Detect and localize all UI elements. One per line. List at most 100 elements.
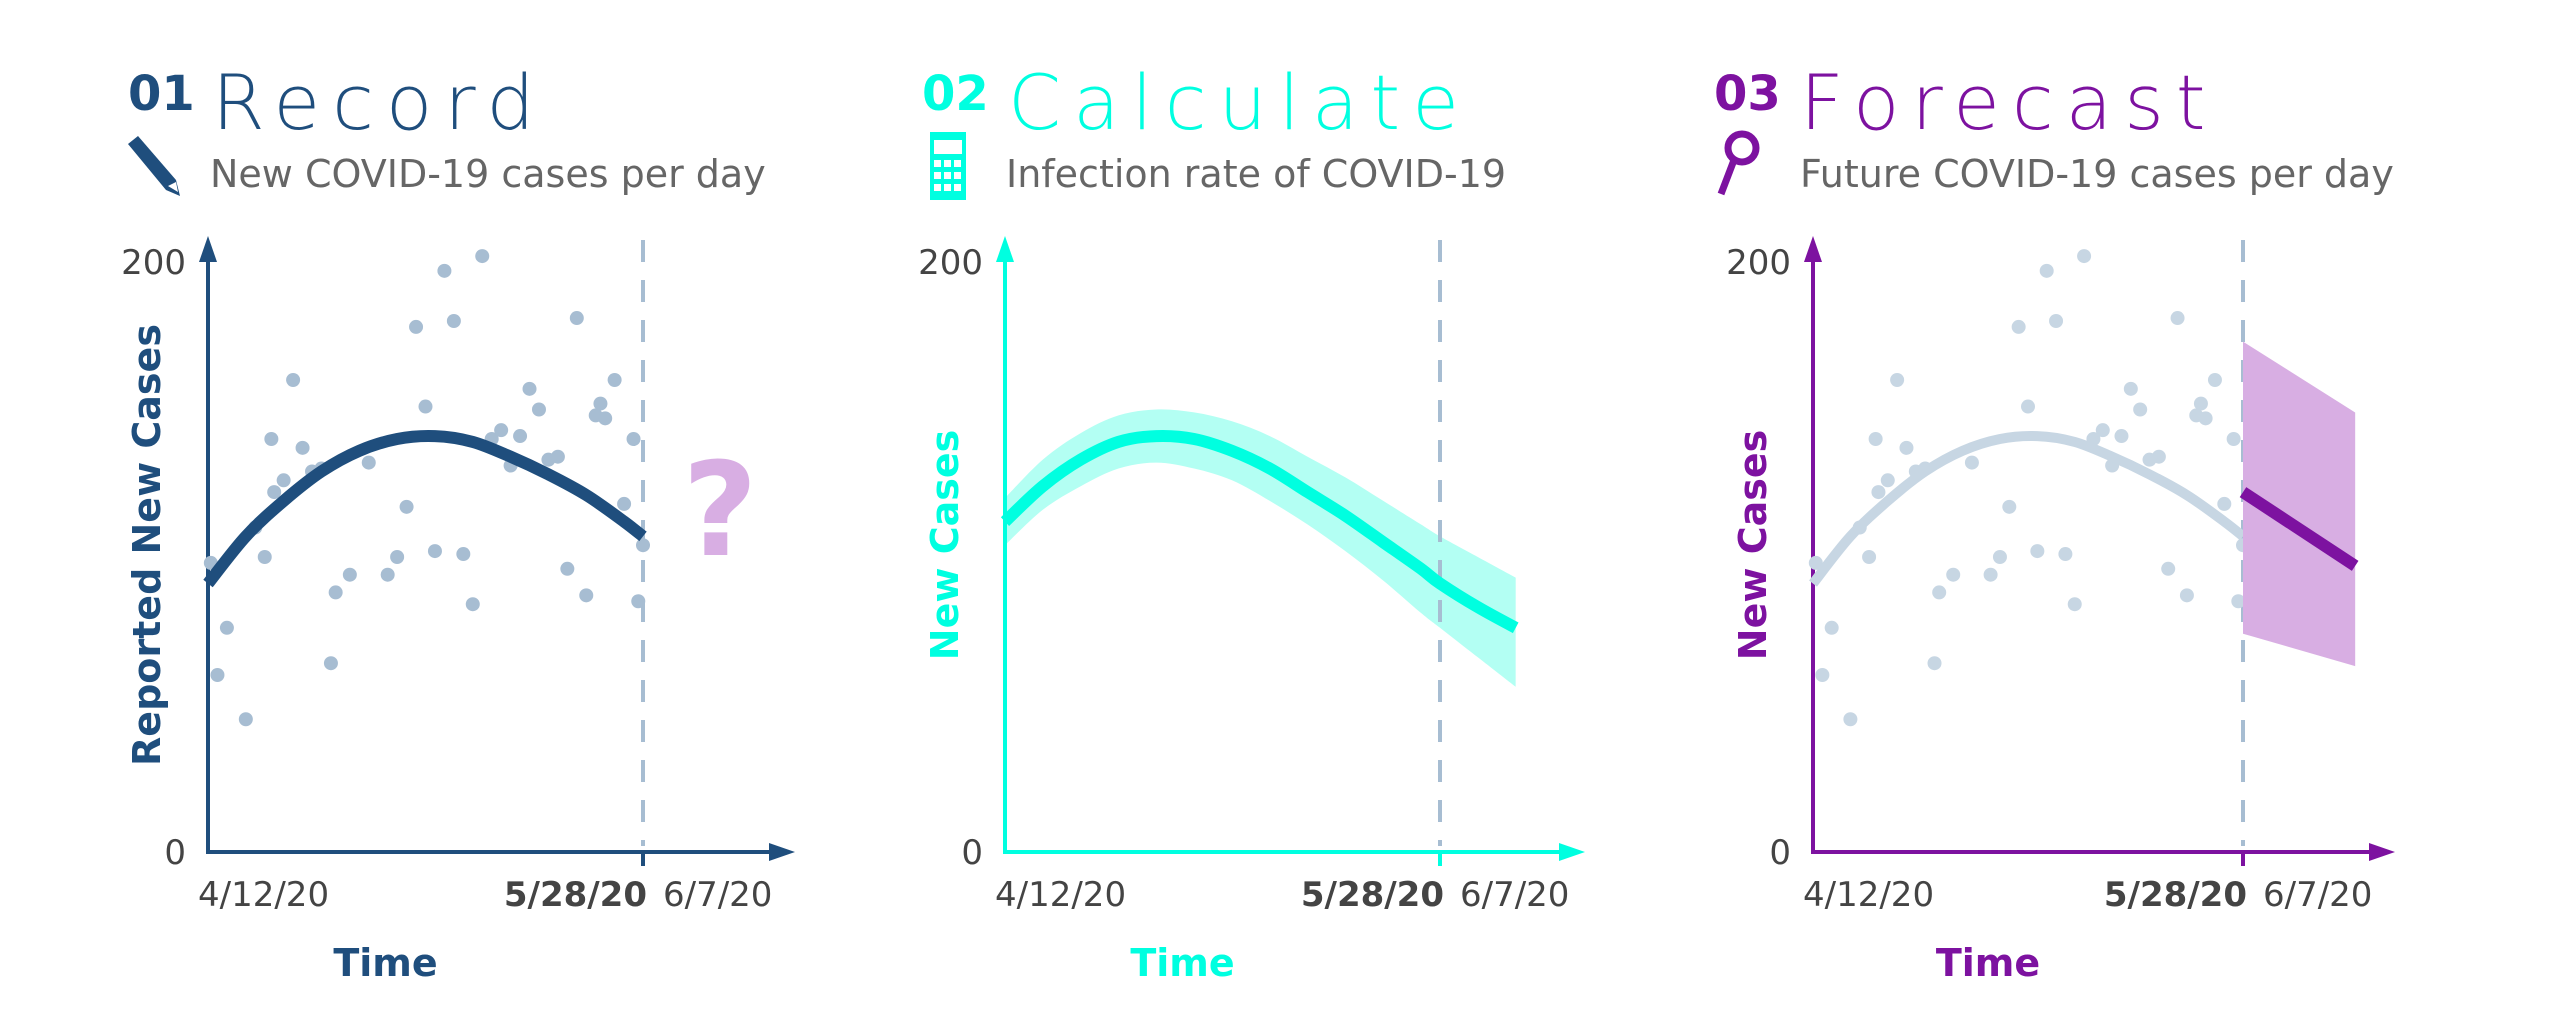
data-point [2030, 544, 2045, 559]
data-point [427, 544, 442, 559]
historical-trend-line [1809, 430, 2247, 587]
y-tick-label: 200 [1726, 243, 1791, 283]
step-title: Record [212, 58, 547, 147]
forecast-line [2239, 487, 2359, 571]
data-point [2226, 432, 2241, 446]
data-point [636, 538, 650, 553]
data-point [1862, 550, 1877, 564]
calculator-icon [930, 132, 966, 205]
fit-line [1000, 429, 1519, 634]
data-point [2058, 547, 2073, 562]
data-point [465, 597, 480, 612]
data-point [2002, 499, 2017, 514]
y-axis-title: Reported New Cases [125, 324, 169, 766]
data-point [494, 423, 509, 438]
data-point [1843, 712, 1858, 727]
question-mark: ? [682, 434, 757, 586]
x-axis-title: Time [1130, 941, 1234, 985]
data-point [380, 567, 395, 582]
data-point [550, 449, 565, 464]
data-point [1868, 432, 1883, 446]
data-point [399, 499, 414, 514]
data-point [2011, 319, 2026, 334]
y-axis-arrow [996, 236, 1014, 262]
data-point [2039, 263, 2054, 278]
step-number: 01 [128, 66, 195, 122]
step-subtitle: Infection rate of COVID-19 [1006, 152, 1507, 196]
x-tick-label: 6/7/20 [2263, 875, 2372, 915]
chart-forecast: 200 0 4/12/20 5/28/20 6/7/20 Time New Cases [1726, 236, 2395, 985]
data-point [1890, 373, 1905, 387]
data-point [2207, 373, 2222, 387]
x-tick-label: 5/28/20 [2104, 875, 2247, 915]
step-title: Forecast [1800, 58, 2218, 147]
forecast-band [2243, 341, 2356, 667]
step-subtitle: New COVID-19 cases per day [210, 152, 766, 196]
data-point [2217, 496, 2232, 511]
y-axis-title: New Cases [1731, 430, 1775, 660]
x-tick-label: 6/7/20 [1460, 875, 1569, 915]
x-tick-label: 5/28/20 [504, 875, 647, 915]
magnifier-icon [1716, 130, 1760, 203]
y-tick-label: 0 [164, 833, 186, 873]
step-number: 03 [1714, 66, 1781, 122]
data-point [437, 263, 452, 278]
data-point [2077, 249, 2092, 264]
panel-calculate: 02 Calculate Infection rate of COVID-19 … [850, 0, 1650, 1034]
data-point [276, 473, 291, 488]
data-point [626, 432, 641, 446]
data-point [2231, 594, 2246, 609]
data-point [513, 429, 528, 444]
y-tick-label: 0 [961, 833, 983, 873]
data-point [475, 249, 490, 264]
data-point [2123, 381, 2138, 396]
data-point [1964, 455, 1979, 470]
trend-line [203, 429, 647, 588]
data-point [295, 440, 310, 455]
data-point [569, 311, 584, 326]
data-point [1815, 668, 1830, 682]
data-point [238, 712, 253, 727]
data-point [2151, 449, 2166, 464]
y-tick-label: 200 [918, 243, 983, 283]
data-point [598, 411, 613, 426]
pencil-icon [124, 134, 184, 203]
data-point [323, 656, 338, 671]
x-tick-label: 4/12/20 [198, 875, 329, 915]
chart-record: 200 0 4/12/20 5/28/20 6/7/20 Time Reported New… [121, 236, 795, 985]
data-point [2170, 311, 2185, 326]
x-axis-title: Time [333, 941, 437, 985]
x-tick-label: 4/12/20 [1803, 875, 1934, 915]
data-point [2179, 588, 2194, 603]
step-subtitle: Future COVID-19 cases per day [1800, 152, 2394, 196]
data-point [560, 561, 575, 576]
data-point [446, 314, 461, 328]
data-point [456, 547, 471, 562]
data-point [1824, 620, 1839, 635]
panel-record: 01 Record New COVID-19 cases per day 200… [0, 0, 850, 1034]
data-point [1932, 585, 1947, 600]
data-point [579, 588, 594, 603]
data-point [1983, 567, 1998, 582]
data-point [409, 319, 424, 334]
data-point [1927, 656, 1942, 671]
data-point [1992, 550, 2007, 564]
data-point [2095, 423, 2110, 438]
data-point [219, 620, 234, 635]
x-tick-label: 6/7/20 [663, 875, 772, 915]
data-point [2133, 402, 2148, 417]
data-point [2049, 314, 2064, 328]
x-tick-label: 5/28/20 [1301, 875, 1444, 915]
x-axis-arrow [2369, 843, 2395, 861]
panel-forecast: 03 Forecast Future COVID-19 cases per da… [1650, 0, 2550, 1034]
data-point [286, 373, 301, 387]
data-point [1871, 485, 1886, 500]
data-point [328, 585, 343, 600]
data-point [418, 399, 433, 414]
x-tick-label: 4/12/20 [995, 875, 1126, 915]
x-axis-arrow [769, 843, 795, 861]
data-point [2193, 396, 2208, 411]
data-point [531, 402, 546, 417]
y-tick-label: 0 [1769, 833, 1791, 873]
data-point [1880, 473, 1895, 488]
